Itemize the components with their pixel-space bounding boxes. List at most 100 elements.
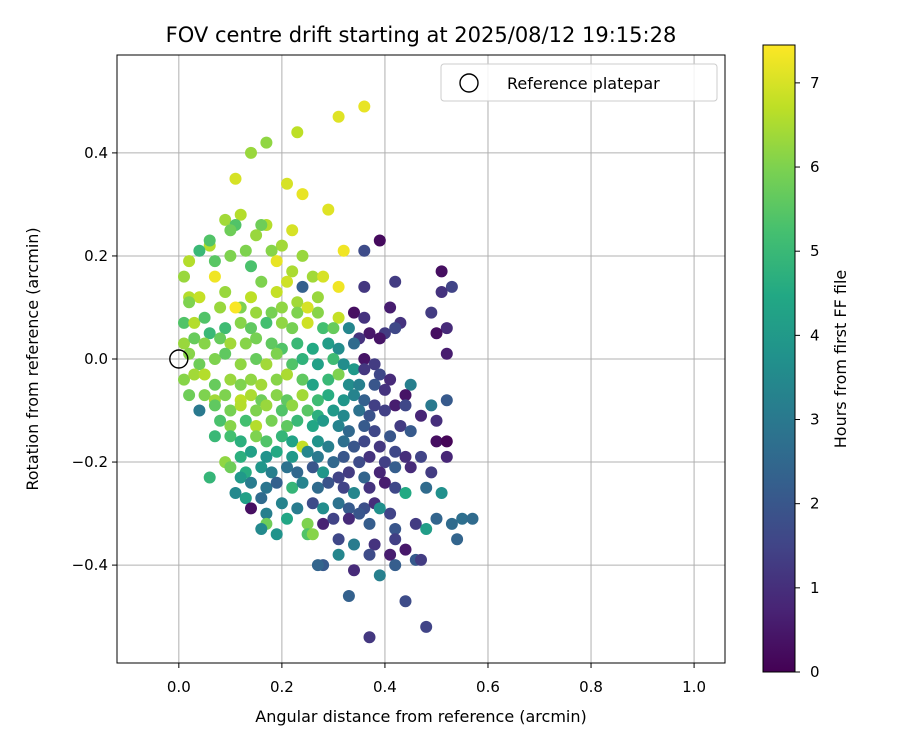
scatter-point bbox=[353, 378, 366, 391]
scatter-point bbox=[198, 311, 211, 324]
scatter-point bbox=[203, 471, 216, 484]
scatter-point bbox=[342, 512, 355, 525]
legend-box bbox=[440, 63, 718, 102]
scatter-point bbox=[440, 450, 453, 463]
scatter-point bbox=[353, 456, 366, 469]
scatter-point bbox=[291, 337, 304, 350]
scatter-point bbox=[399, 543, 412, 556]
scatter-point bbox=[250, 420, 263, 432]
scatter-point bbox=[409, 517, 422, 530]
scatter-point bbox=[435, 265, 448, 278]
colorbar-ticks: 0 1 2 3 4 5 6 7 bbox=[795, 74, 820, 681]
grid-lines bbox=[117, 55, 725, 663]
scatter-point bbox=[430, 512, 443, 525]
scatter-point bbox=[348, 538, 360, 551]
scatter-point bbox=[286, 322, 299, 335]
scatter-point bbox=[332, 311, 345, 324]
scatter-point bbox=[306, 528, 319, 541]
scatter-point bbox=[394, 420, 407, 432]
scatter-point bbox=[260, 136, 273, 149]
x-tick-label: 1.0 bbox=[682, 678, 706, 696]
scatter-point bbox=[275, 239, 288, 252]
scatter-point bbox=[306, 270, 319, 283]
colorbar-label: Hours from first FF file bbox=[831, 270, 850, 449]
scatter-point bbox=[317, 466, 330, 479]
scatter-point bbox=[332, 471, 345, 484]
scatter-point bbox=[332, 497, 345, 510]
scatter-point bbox=[296, 188, 309, 201]
scatter-point bbox=[260, 316, 273, 329]
scatter-point bbox=[250, 404, 263, 417]
scatter-point bbox=[363, 548, 376, 561]
scatter-point bbox=[208, 353, 221, 365]
scatter-point bbox=[219, 347, 232, 360]
scatter-point bbox=[219, 389, 232, 402]
scatter-point bbox=[250, 430, 263, 443]
scatter-point bbox=[178, 337, 190, 350]
scatter-point bbox=[301, 301, 314, 314]
scatter-point bbox=[368, 399, 381, 412]
scatter-point bbox=[332, 533, 345, 546]
scatter-point bbox=[399, 450, 412, 463]
scatter-point bbox=[245, 322, 257, 335]
scatter-point bbox=[234, 358, 247, 371]
scatter-point bbox=[296, 280, 309, 293]
scatter-point bbox=[435, 286, 448, 298]
scatter-point bbox=[368, 358, 381, 371]
colorbar-tick-label: 4 bbox=[810, 326, 820, 344]
scatter-point bbox=[311, 306, 324, 319]
scatter-point bbox=[224, 373, 237, 386]
scatter-point bbox=[296, 476, 309, 489]
scatter-point bbox=[363, 517, 376, 530]
scatter-point bbox=[373, 332, 386, 345]
scatter-point bbox=[440, 322, 453, 335]
scatter-point bbox=[378, 476, 391, 489]
scatter-point bbox=[451, 533, 464, 546]
scatter-point bbox=[384, 430, 397, 443]
scatter-point bbox=[363, 631, 376, 644]
scatter-point bbox=[250, 332, 263, 345]
y-tick-label: 0.4 bbox=[84, 144, 108, 162]
scatter-point bbox=[296, 353, 309, 365]
scatter-point bbox=[208, 270, 221, 283]
scatter-point bbox=[291, 296, 304, 309]
scatter-point bbox=[301, 517, 314, 530]
scatter-point bbox=[224, 249, 237, 262]
scatter-point bbox=[255, 219, 268, 231]
scatter-point bbox=[270, 255, 283, 268]
scatter-point bbox=[245, 373, 257, 386]
scatter-point bbox=[311, 450, 324, 463]
y-axis-ticks: −0.4 −0.2 0.0 0.2 0.4 bbox=[72, 144, 117, 574]
legend-label: Reference platepar bbox=[507, 74, 660, 93]
scatter-point bbox=[353, 404, 366, 417]
scatter-point bbox=[373, 502, 386, 515]
scatter-point bbox=[291, 306, 304, 319]
scatter-point bbox=[214, 414, 227, 427]
scatter-point bbox=[183, 347, 196, 360]
scatter-point bbox=[183, 255, 196, 268]
scatter-point bbox=[296, 389, 309, 402]
scatter-point bbox=[337, 450, 350, 463]
scatter-point bbox=[311, 394, 324, 407]
scatter-point bbox=[384, 507, 397, 520]
scatter-point bbox=[389, 523, 402, 535]
scatter-point bbox=[270, 389, 283, 402]
scatter-point bbox=[378, 456, 391, 469]
scatter-point bbox=[415, 450, 427, 463]
scatter-point bbox=[389, 461, 402, 474]
x-axis-label: Angular distance from reference (arcmin) bbox=[255, 707, 586, 726]
scatter-point bbox=[301, 316, 314, 329]
scatter-point bbox=[234, 399, 247, 412]
colorbar: 0 1 2 3 4 5 6 7 Hours from first FF file bbox=[762, 44, 850, 681]
scatter-point bbox=[337, 244, 350, 257]
scatter-point bbox=[286, 435, 299, 448]
scatter-point bbox=[203, 327, 216, 340]
scatter-point bbox=[384, 548, 397, 561]
scatter-point bbox=[306, 420, 319, 432]
scatter-point bbox=[291, 414, 304, 427]
scatter-point bbox=[239, 244, 252, 257]
scatter-point bbox=[281, 368, 293, 381]
scatter-point bbox=[275, 430, 288, 443]
scatter-point bbox=[368, 538, 381, 551]
